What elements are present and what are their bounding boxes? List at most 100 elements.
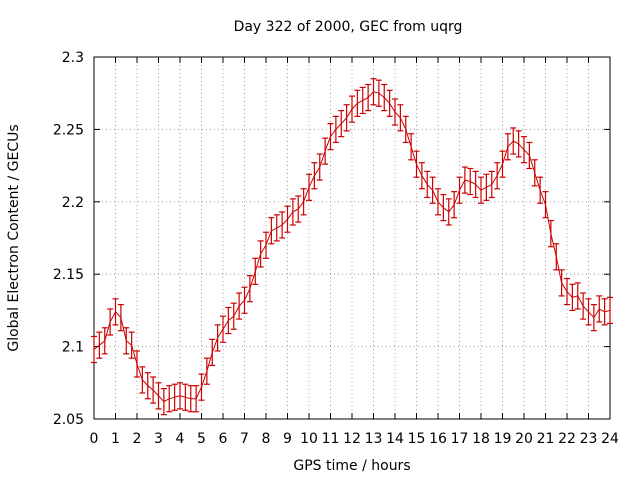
data-point-errorbar [521, 136, 527, 164]
data-point-errorbar [499, 150, 506, 178]
data-point-errorbar [268, 217, 275, 245]
data-point-errorbar [284, 205, 291, 233]
series-line [93, 91, 611, 403]
data-point-errorbar [107, 308, 114, 336]
data-point-errorbar [386, 89, 393, 117]
data-point-errorbar [354, 89, 361, 117]
data-point-errorbar [236, 292, 243, 320]
data-point-errorbar [494, 162, 501, 190]
data-point-errorbar [327, 123, 334, 151]
data-point-errorbar [365, 83, 372, 112]
data-point-errorbar [429, 176, 436, 204]
data-point-errorbar [472, 170, 479, 199]
data-point-errorbar [203, 357, 210, 385]
x-tick-label: 0 [90, 431, 99, 447]
x-tick-label: 21 [537, 431, 555, 447]
data-point-errorbar [214, 324, 221, 352]
data-point-errorbar [300, 188, 307, 216]
data-point-errorbar [279, 211, 286, 239]
data-point-errorbar [504, 133, 511, 161]
data-point-errorbar [209, 338, 216, 367]
data-point-errorbar [585, 298, 592, 326]
data-point-errorbar [418, 162, 425, 190]
x-tick-label: 9 [283, 431, 292, 447]
data-point-errorbar [91, 335, 97, 364]
y-axis-label: Global Electron Content / GECUs [6, 124, 22, 351]
data-point-errorbar [246, 275, 253, 303]
data-point-errorbar [311, 162, 318, 190]
data-point-errorbar [273, 214, 280, 242]
data-point-errorbar [316, 153, 323, 181]
data-point-errorbar [112, 298, 119, 326]
data-point-errorbar [263, 231, 269, 259]
data-point-errorbar [198, 373, 205, 401]
y-tick-label: 2.25 [53, 122, 84, 138]
data-point-errorbar [607, 296, 613, 325]
x-tick-label: 17 [451, 431, 469, 447]
data-point-errorbar [160, 387, 167, 416]
y-tick-label: 2.3 [62, 50, 84, 66]
data-point-errorbar [193, 385, 200, 413]
data-point-errorbar [456, 176, 463, 204]
y-tick-label: 2.2 [62, 195, 84, 211]
data-point-errorbar [343, 104, 350, 132]
x-tick-label: 7 [240, 431, 249, 447]
data-point-errorbar [424, 170, 431, 199]
data-point-errorbar [440, 193, 447, 222]
x-axis-ticks: 0 1 2 3 4 5 6 7 8 9 10 11 12 13 14 15 16 17 18 19 20 21 22 23 24 [90, 57, 619, 447]
data-point-errorbar [349, 95, 355, 123]
data-point-errorbar [155, 382, 162, 410]
data-point-errorbar [166, 385, 173, 413]
data-point-errorbar [515, 130, 522, 158]
x-tick-label: 24 [601, 431, 619, 447]
data-point-errorbar [408, 133, 415, 161]
data-point-errorbar [531, 159, 538, 187]
x-tick-label: 5 [197, 431, 206, 447]
x-tick-label: 20 [515, 431, 533, 447]
data-point-errorbar [322, 137, 329, 165]
x-tick-label: 16 [429, 431, 447, 447]
data-point-errorbar [564, 277, 570, 306]
data-point-errorbar [451, 191, 458, 219]
data-point-errorbar [332, 115, 339, 144]
data-point-errorbar [230, 302, 237, 330]
x-tick-label: 19 [494, 431, 512, 447]
data-point-errorbar [569, 283, 576, 311]
data-point-errorbar [128, 331, 135, 359]
x-tick-label: 2 [133, 431, 142, 447]
data-point-errorbar [478, 176, 484, 204]
data-point-errorbar [187, 385, 194, 413]
x-tick-label: 10 [300, 431, 318, 447]
series-gec [91, 78, 613, 416]
chart-title: Day 322 of 2000, GEC from uqrg [234, 19, 463, 35]
data-point-errorbar [101, 327, 108, 355]
data-point-errorbar [397, 104, 404, 132]
x-tick-label: 12 [343, 431, 361, 447]
data-point-errorbar [150, 376, 157, 404]
x-tick-label: 23 [580, 431, 598, 447]
data-point-errorbar [488, 170, 495, 199]
data-point-errorbar [134, 350, 140, 378]
data-point-errorbar [580, 292, 587, 320]
y-axis-ticks: 2.05 2.1 2.15 2.2 2.25 2.3 [53, 50, 610, 428]
y-tick-label: 2.1 [62, 340, 84, 356]
data-point-errorbar [435, 188, 441, 216]
data-point-errorbar [558, 269, 565, 297]
data-point-errorbar [225, 306, 232, 335]
x-tick-label: 8 [262, 431, 271, 447]
data-point-errorbar [241, 286, 248, 314]
data-point-errorbar [139, 366, 146, 394]
x-tick-label: 6 [219, 431, 228, 447]
data-point-errorbar [177, 382, 183, 410]
data-point-errorbar [526, 141, 533, 170]
x-tick-label: 15 [408, 431, 426, 447]
data-point-errorbar [601, 298, 608, 326]
data-point-errorbar [220, 315, 226, 343]
data-point-errorbar [542, 191, 549, 219]
data-point-errorbar [338, 109, 345, 138]
data-point-errorbar [445, 198, 452, 226]
data-point-errorbar [590, 304, 597, 332]
x-tick-label: 13 [365, 431, 383, 447]
x-tick-label: 22 [558, 431, 576, 447]
